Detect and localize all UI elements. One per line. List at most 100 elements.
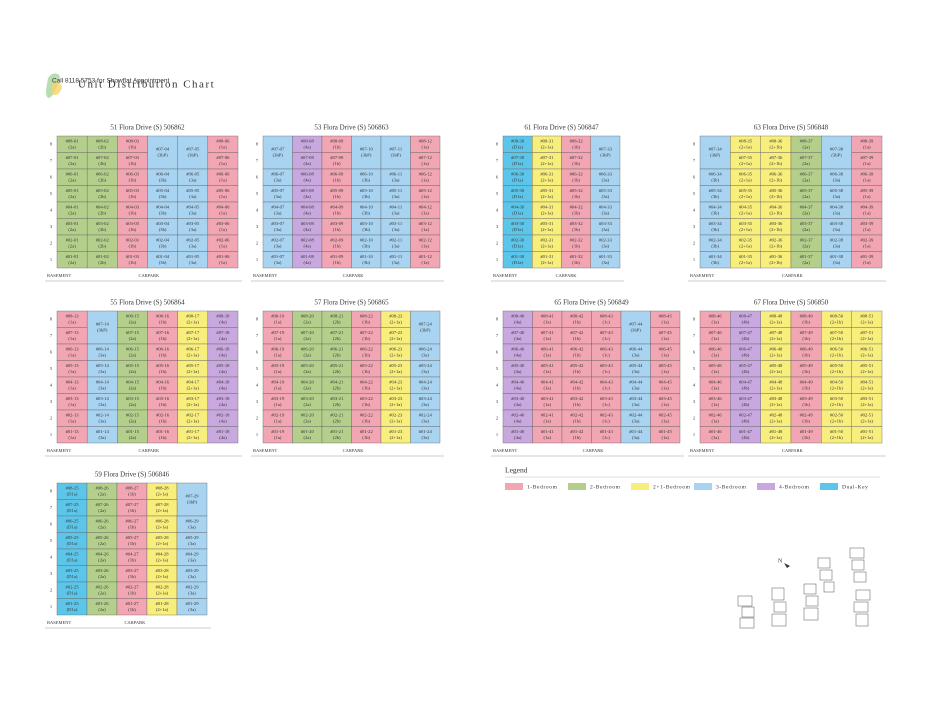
unit-number: #06-07 <box>271 171 285 176</box>
unit-number: #02-39 <box>860 237 874 242</box>
unit-type: (3a) <box>274 243 282 248</box>
unit-number: #05-05 <box>186 188 200 193</box>
unit-type: (1b) <box>362 435 370 440</box>
floor-label: 3 <box>256 399 259 404</box>
unit-number: #07-23 <box>389 330 403 335</box>
floor-label: 3 <box>50 571 53 576</box>
legend-title: Legend <box>505 466 528 475</box>
unit-type: (1a) <box>219 177 227 182</box>
unit-type: (D1a) <box>67 491 78 496</box>
unit-type: (1b) <box>159 369 167 374</box>
unit-number: #05-26 <box>95 535 109 540</box>
unit-number: #01-39 <box>860 254 874 259</box>
unit-type: (1b) <box>573 352 581 357</box>
unit-type: (1b) <box>572 161 580 166</box>
floor-label: 7 <box>50 505 53 510</box>
legend-label: 2-Bedroom <box>590 484 621 490</box>
unit-type: (3b) <box>711 177 719 182</box>
unit-type: (D1a) <box>67 541 78 546</box>
unit-type: (1c) <box>603 418 611 423</box>
unit-type: (2+1a) <box>390 402 403 407</box>
unit-number: #01-38 <box>830 254 844 259</box>
unit-type: (4b) <box>742 402 750 407</box>
unit-number: #01-28 <box>155 601 169 606</box>
unit-type: (2a) <box>68 260 76 265</box>
unit-number: #02-09 <box>330 237 344 242</box>
unit-type: (2a) <box>304 319 312 324</box>
legend-swatch <box>631 483 649 490</box>
floor-label: 8 <box>50 141 53 146</box>
unit-type: (2+1a) <box>541 177 554 182</box>
unit-type: (2+1b) <box>770 194 783 199</box>
unit-type: (3a) <box>602 210 610 215</box>
unit-type: (3a) <box>422 385 430 390</box>
unit-type: (2+1a) <box>156 590 169 595</box>
unit-type: (2b) <box>98 194 106 199</box>
unit-number: #01-45 <box>659 429 673 434</box>
unit-number: #07-20 <box>301 330 315 335</box>
unit-type: (3a) <box>189 243 197 248</box>
unit-type: (1b) <box>573 402 581 407</box>
unit-number: #03-36 <box>769 221 783 226</box>
unit-type: (1a) <box>662 385 670 390</box>
unit-type: (1a) <box>68 352 76 357</box>
unit-number: #06-39 <box>860 171 874 176</box>
unit-number: #08-48 <box>769 313 783 318</box>
unit-number: #03-02 <box>96 221 110 226</box>
unit-type: (2a) <box>129 336 137 341</box>
unit-type: (1b) <box>129 260 137 265</box>
unit-number: #03-29 <box>185 568 199 573</box>
unit-type: (1a) <box>711 319 719 324</box>
unit-type: (1b) <box>129 227 137 232</box>
floor-label: 7 <box>496 333 499 338</box>
unit-number: #08-21 <box>330 313 344 318</box>
unit-type: (2a) <box>304 435 312 440</box>
unit-number: #07-17 <box>186 330 200 335</box>
unit-type: (3a) <box>632 369 640 374</box>
unit-number: #04-06 <box>216 204 230 209</box>
unit-type: (2+1a) <box>861 385 874 390</box>
unit-type: (2+1b) <box>830 336 843 341</box>
unit-number: #07-26 <box>95 502 109 507</box>
floor-label: 3 <box>693 224 696 229</box>
unit-number: #01-18 <box>216 429 230 434</box>
block: 65 Flora Drive (S) 50684987654321#08-40(… <box>491 299 684 457</box>
unit-type: (1b) <box>129 161 137 166</box>
floor-label: 8 <box>496 141 499 146</box>
legend-label: 2+1-Bedroom <box>653 484 691 490</box>
block: 59 Flora Drive (S) 50684687654321#08-25(… <box>45 471 211 629</box>
unit-type: (2a) <box>802 227 810 232</box>
unit-type: (1a) <box>68 319 76 324</box>
unit-number: #04-12 <box>419 204 433 209</box>
unit-number: #05-34 <box>709 188 723 193</box>
unit-type: (1b) <box>572 194 580 199</box>
unit-number: #03-45 <box>659 396 673 401</box>
unit-type: (3a) <box>833 260 841 265</box>
unit-number: #08-37 <box>800 138 814 143</box>
unit-type: (1a) <box>711 435 719 440</box>
unit-number: #01-04 <box>156 254 170 259</box>
unit-type: (1b) <box>802 319 810 324</box>
floor-label: 8 <box>50 316 53 321</box>
legend-swatch <box>820 483 838 490</box>
block-title: 63 Flora Drive (S) 506848 <box>754 124 829 132</box>
unit-type: (1b) <box>128 541 136 546</box>
unit-type: (2+1a) <box>770 369 783 374</box>
unit-number: #06-28 <box>155 518 169 523</box>
unit-type: (2+1a) <box>390 435 403 440</box>
unit-type: (3a) <box>833 194 841 199</box>
unit-number: #05-22 <box>360 363 374 368</box>
unit-type: (2b) <box>98 177 106 182</box>
unit-number: #05-44 <box>629 363 643 368</box>
unit-number: #01-36 <box>769 254 783 259</box>
unit-type: (3bP) <box>420 328 431 333</box>
floor-label: 1 <box>496 257 498 262</box>
unit-type: (1b) <box>128 491 136 496</box>
unit-number: #07-02 <box>96 155 110 160</box>
unit-type: (1a) <box>863 194 871 199</box>
unit-number: #04-02 <box>96 204 110 209</box>
unit-type: (2a) <box>98 574 106 579</box>
floor-label: 1 <box>256 257 258 262</box>
unit-type: (4a) <box>304 260 312 265</box>
